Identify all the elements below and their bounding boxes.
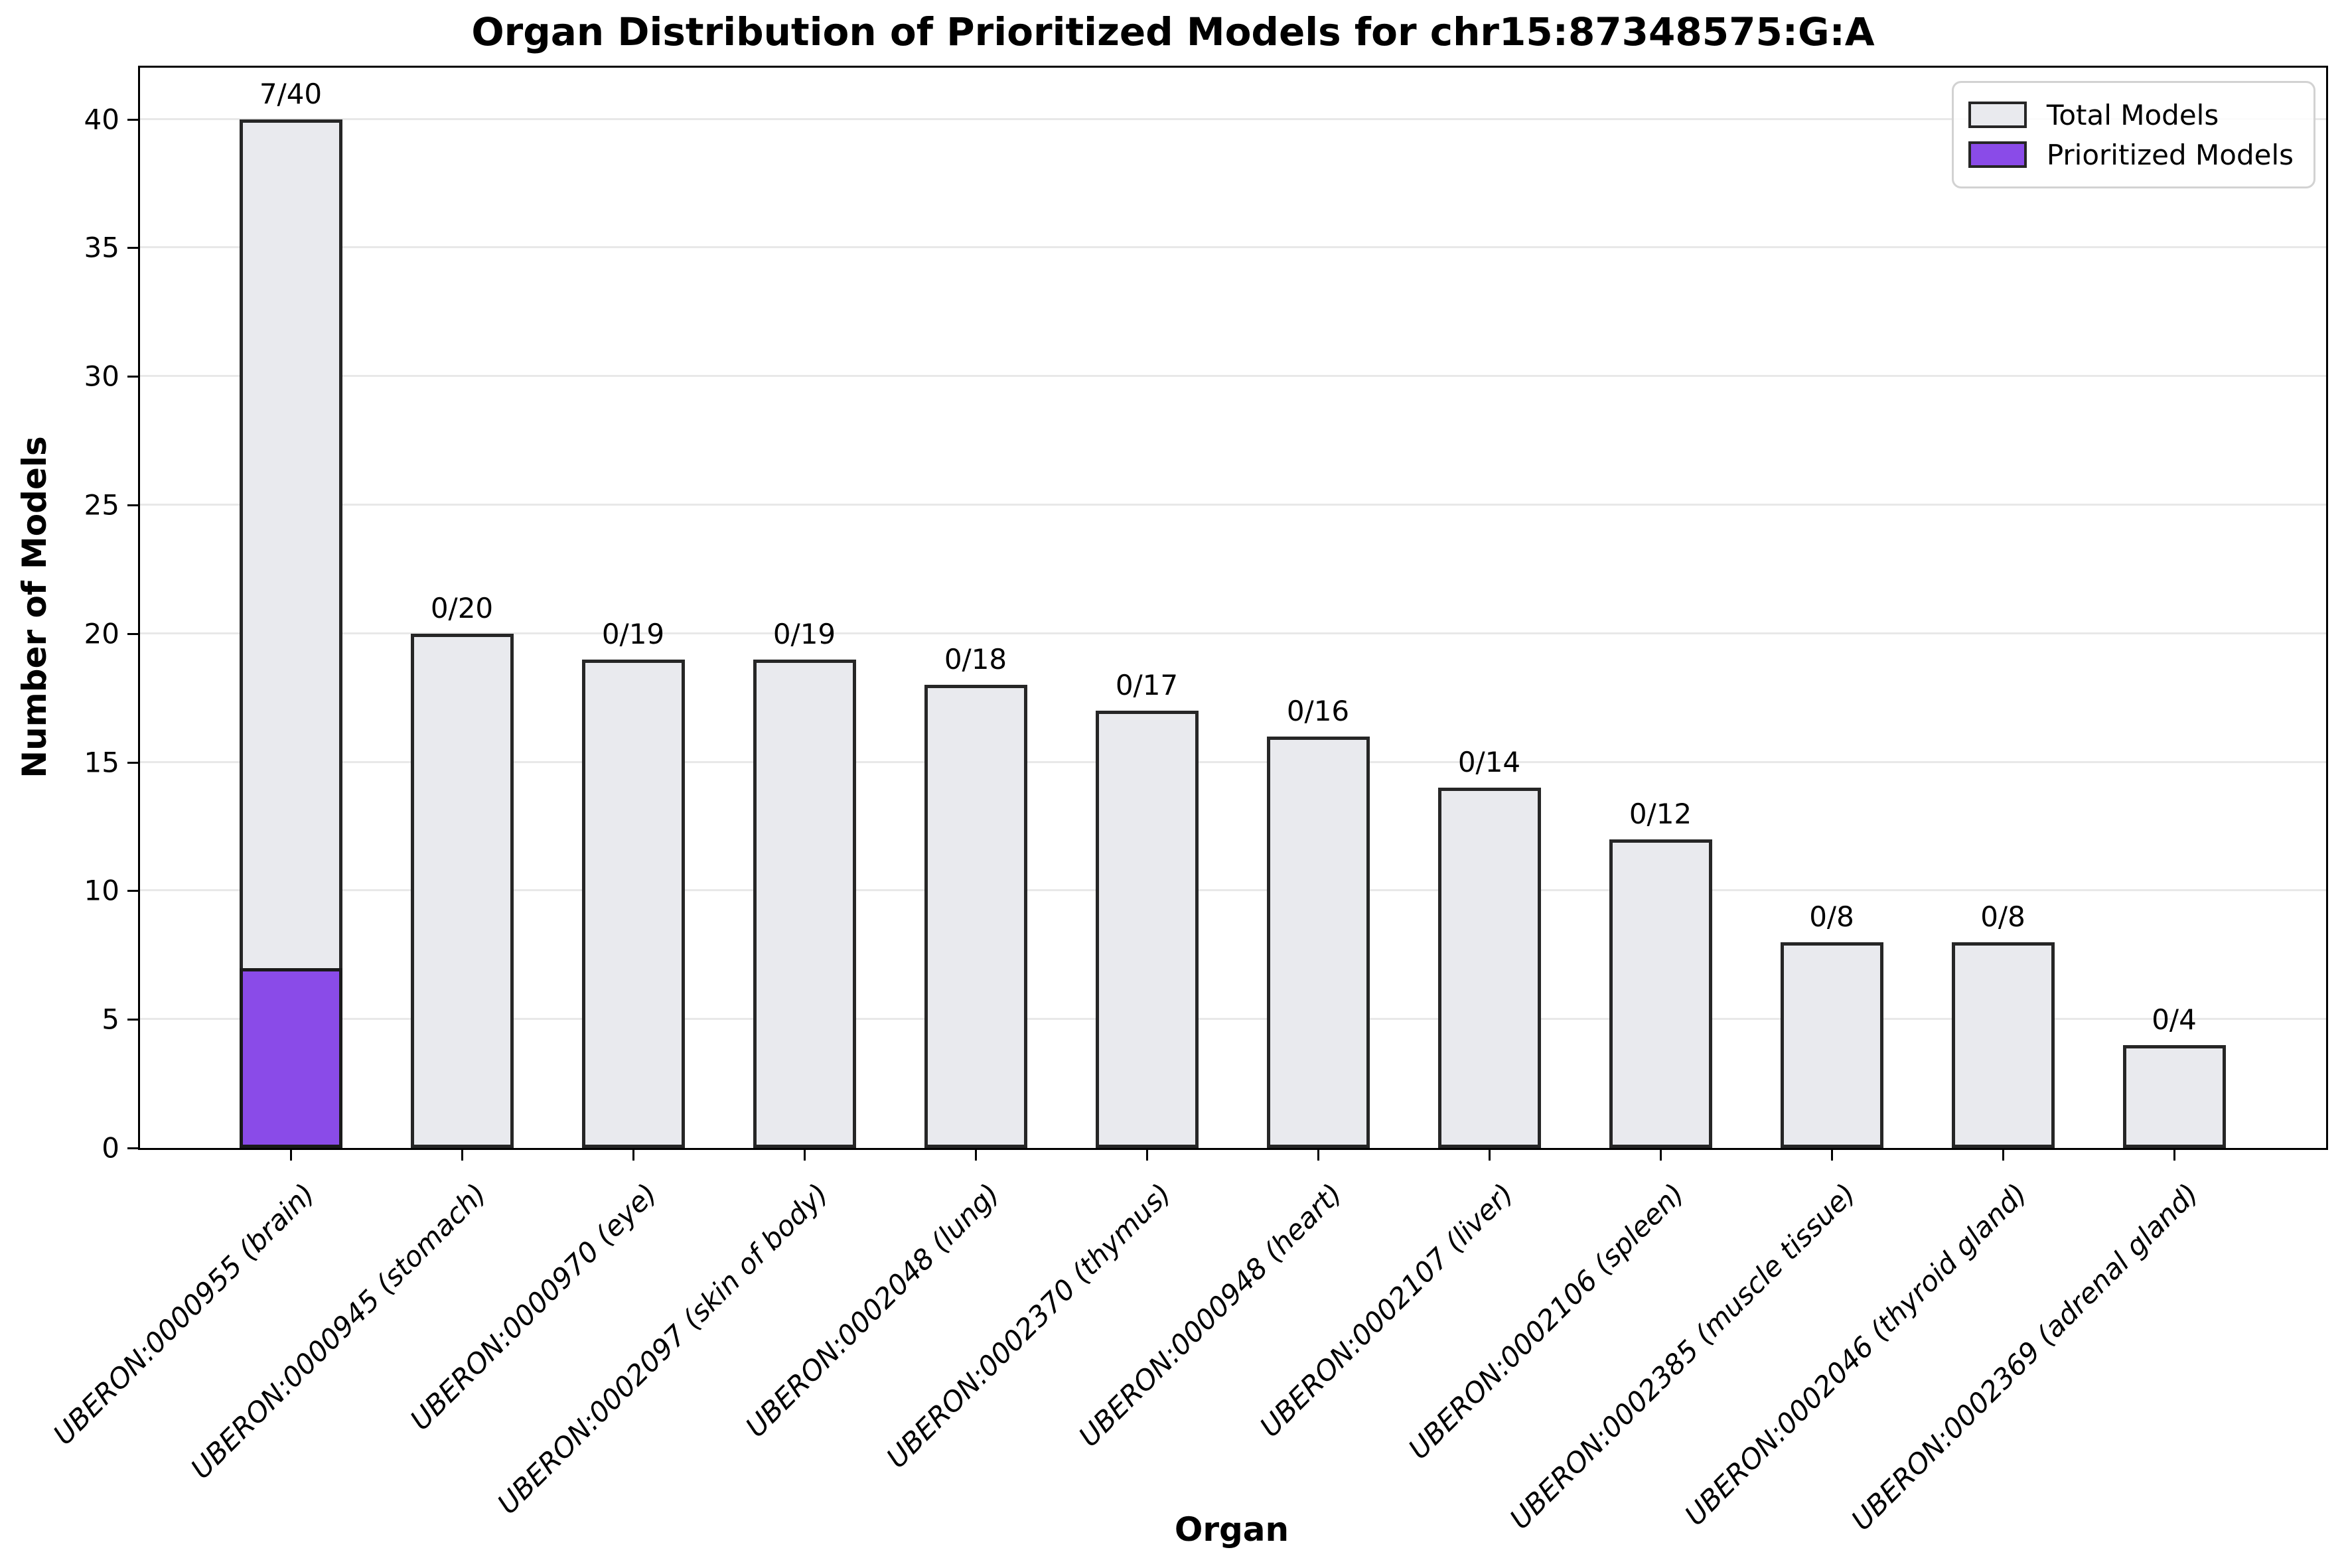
gridline-y10 [140,889,2326,892]
bar-prioritized [239,967,342,1148]
y-tick-mark [127,118,138,121]
bar-annotation: 0/8 [1980,900,2025,933]
x-tick-mark [461,1150,463,1161]
x-tick-mark [1317,1150,1319,1161]
x-tick-mark [1660,1150,1662,1161]
legend-item-prioritized: Prioritized Models [1968,135,2294,175]
x-tick-mark [1489,1150,1491,1161]
bar-annotation: 0/8 [1809,900,1854,933]
bar-total [753,659,856,1148]
bar-total [1780,942,1883,1148]
y-tick-label: 25 [84,488,119,522]
y-tick-mark [127,632,138,635]
x-tick-label: UBERON:0002106 (spleen) [1402,1177,1691,1466]
legend-item-total: Total Models [1968,95,2294,135]
x-tick-mark [1146,1150,1148,1161]
bar-total [1095,711,1199,1148]
x-tick-label: UBERON:0002046 (thyroid gland) [1678,1177,2033,1532]
bar-total [1266,736,1370,1148]
gridline-y35 [140,246,2326,249]
x-tick-mark [2002,1150,2004,1161]
legend-label-prioritized: Prioritized Models [2046,138,2294,171]
plot-area: Total Models Prioritized Models 7/40 0/20… [138,66,2328,1150]
bar-annotation: 0/20 [430,591,494,624]
y-tick-label: 30 [84,360,119,393]
y-tick-label: 10 [84,874,119,907]
bar-annotation: 0/4 [2152,1003,2197,1036]
gridline-y25 [140,503,2326,506]
bar-annotation: 0/19 [601,617,665,650]
x-tick-mark [632,1150,634,1161]
x-tick-label: UBERON:0002097 (skin of body) [491,1177,835,1521]
x-tick-label: UBERON:0002385 (muscle tissue) [1503,1177,1862,1536]
bar-total [924,685,1027,1148]
x-axis-title: Organ [1174,1510,1289,1549]
prioritized-models-swatch [1968,141,2027,168]
y-tick-mark [127,761,138,764]
x-tick-mark [975,1150,977,1161]
x-tick-mark [804,1150,806,1161]
total-models-swatch [1968,102,2027,128]
y-axis-title: Number of Models [15,436,54,778]
legend-label-total: Total Models [2046,98,2219,131]
y-tick-mark [127,247,138,249]
y-tick-mark [127,890,138,892]
bar-annotation: 0/18 [944,643,1007,676]
bar-total [1437,788,1541,1148]
y-tick-mark [127,1147,138,1149]
bar-annotation: 7/40 [259,77,323,110]
x-tick-label: UBERON:0002369 (adrenal gland) [1844,1177,2205,1537]
y-tick-label: 35 [84,231,119,264]
y-tick-label: 0 [102,1131,119,1165]
y-tick-label: 5 [102,1003,119,1036]
x-tick-labels: UBERON:0000955 (brain) UBERON:0000945 (st… [47,1165,2328,1537]
bar-total [2122,1044,2226,1148]
y-tick-label: 15 [84,746,119,779]
gridline-y15 [140,760,2326,763]
x-tick-label: UBERON:0002370 (thymus) [879,1177,1177,1474]
bar-annotation: 0/17 [1115,669,1179,702]
bar-annotation: 0/12 [1629,797,1692,830]
x-tick-mark [2173,1150,2175,1161]
bar-annotation: 0/14 [1457,746,1521,779]
gridline-y30 [140,375,2326,378]
chart-title: Organ Distribution of Prioritized Models… [471,9,1875,54]
x-tick-label: UBERON:0000945 (stomach) [184,1177,492,1486]
bar-annotation: 0/16 [1286,694,1350,727]
legend: Total Models Prioritized Models [1951,81,2315,188]
bar-total [410,633,514,1148]
bar-annotation: 0/19 [772,617,836,650]
bar-total [1609,839,1712,1148]
y-tick-mark [127,1019,138,1021]
y-tick-label: 20 [84,617,119,650]
gridline-y5 [140,1018,2326,1021]
bar-total [1951,942,2055,1148]
bar-total [581,659,685,1148]
x-tick-mark [290,1150,292,1161]
y-tick-label: 40 [84,103,119,136]
x-tick-mark [1831,1150,1833,1161]
y-tick-mark [127,504,138,506]
y-tick-mark [127,376,138,378]
gridline-y20 [140,632,2326,634]
gridline-y40 [140,117,2326,120]
